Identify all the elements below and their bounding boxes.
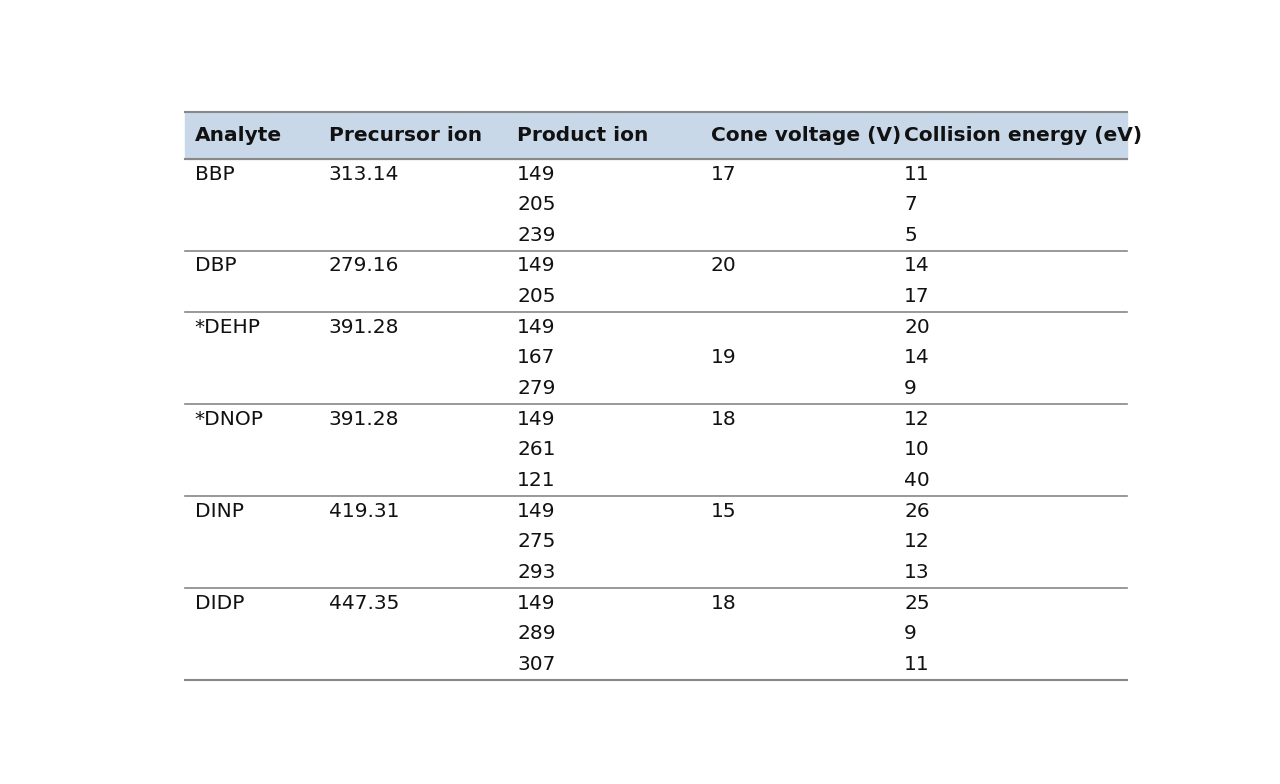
Text: 40: 40 bbox=[904, 471, 929, 490]
Text: 307: 307 bbox=[517, 655, 556, 673]
Text: 18: 18 bbox=[710, 410, 736, 429]
Text: 20: 20 bbox=[710, 256, 736, 275]
Text: 149: 149 bbox=[517, 593, 556, 612]
Text: *DEHP: *DEHP bbox=[195, 318, 261, 337]
Text: 149: 149 bbox=[517, 165, 556, 183]
Text: *DNOP: *DNOP bbox=[195, 410, 264, 429]
Text: 261: 261 bbox=[517, 441, 556, 459]
Text: 275: 275 bbox=[517, 532, 556, 551]
Text: 391.28: 391.28 bbox=[329, 410, 399, 429]
Text: 313.14: 313.14 bbox=[329, 165, 399, 183]
Text: 391.28: 391.28 bbox=[329, 318, 399, 337]
Text: 419.31: 419.31 bbox=[329, 502, 399, 521]
Text: 293: 293 bbox=[517, 563, 556, 582]
Text: 7: 7 bbox=[904, 195, 916, 214]
Text: 167: 167 bbox=[517, 348, 556, 368]
Text: DIDP: DIDP bbox=[195, 593, 244, 612]
Text: 19: 19 bbox=[710, 348, 736, 368]
Text: 279.16: 279.16 bbox=[329, 256, 399, 275]
Text: 121: 121 bbox=[517, 471, 556, 490]
Text: 279: 279 bbox=[517, 379, 556, 398]
Text: 289: 289 bbox=[517, 624, 556, 643]
Text: 447.35: 447.35 bbox=[329, 593, 399, 612]
Text: 149: 149 bbox=[517, 256, 556, 275]
Text: 17: 17 bbox=[710, 165, 736, 183]
Text: DINP: DINP bbox=[195, 502, 243, 521]
Text: 14: 14 bbox=[904, 256, 929, 275]
Text: 11: 11 bbox=[904, 655, 929, 673]
Text: 5: 5 bbox=[904, 226, 916, 245]
Text: 12: 12 bbox=[904, 410, 929, 429]
Text: BBP: BBP bbox=[195, 165, 234, 183]
Bar bbox=[184, 112, 1128, 158]
Text: 205: 205 bbox=[517, 287, 556, 306]
Text: 15: 15 bbox=[710, 502, 736, 521]
Text: 20: 20 bbox=[904, 318, 929, 337]
Text: 149: 149 bbox=[517, 318, 556, 337]
Text: 26: 26 bbox=[904, 502, 929, 521]
Text: Collision energy (eV): Collision energy (eV) bbox=[904, 126, 1142, 145]
Text: 17: 17 bbox=[904, 287, 929, 306]
Text: Precursor ion: Precursor ion bbox=[329, 126, 481, 145]
Text: 11: 11 bbox=[904, 165, 929, 183]
Text: 205: 205 bbox=[517, 195, 556, 214]
Text: Analyte: Analyte bbox=[195, 126, 282, 145]
Text: 9: 9 bbox=[904, 379, 916, 398]
Text: 239: 239 bbox=[517, 226, 556, 245]
Text: 12: 12 bbox=[904, 532, 929, 551]
Text: 14: 14 bbox=[904, 348, 929, 368]
Text: 18: 18 bbox=[710, 593, 736, 612]
Text: 9: 9 bbox=[904, 624, 916, 643]
Text: 149: 149 bbox=[517, 502, 556, 521]
Text: 149: 149 bbox=[517, 410, 556, 429]
Text: 25: 25 bbox=[904, 593, 929, 612]
Text: 13: 13 bbox=[904, 563, 929, 582]
Text: Product ion: Product ion bbox=[517, 126, 649, 145]
Text: 10: 10 bbox=[904, 441, 929, 459]
Text: Cone voltage (V): Cone voltage (V) bbox=[710, 126, 901, 145]
Text: DBP: DBP bbox=[195, 256, 237, 275]
